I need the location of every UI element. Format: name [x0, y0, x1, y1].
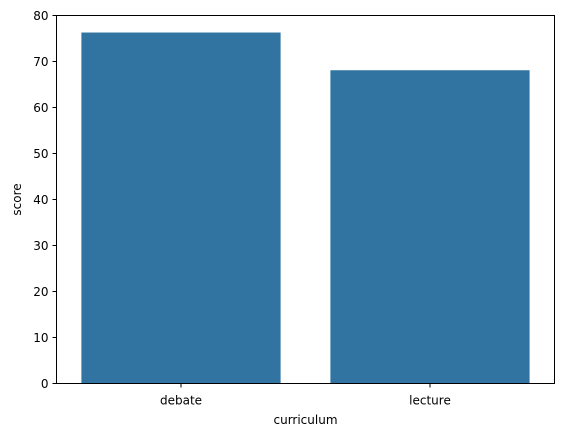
bar-debate	[81, 32, 281, 384]
x-tick-label: lecture	[409, 394, 451, 408]
y-axis-label: score	[10, 183, 24, 215]
y-axis-ticks: 0 10 20 30 40 50 60 70 80	[33, 9, 57, 391]
bar-lecture	[330, 70, 530, 384]
y-tick-label: 30	[33, 239, 48, 253]
y-tick-label: 40	[33, 193, 48, 207]
y-tick-label: 80	[33, 9, 48, 23]
x-axis-ticks: debate lecture	[160, 383, 451, 408]
x-axis-label: curriculum	[273, 413, 337, 427]
plot-frame	[56, 15, 555, 384]
bars-layer	[81, 32, 530, 384]
y-tick-label: 60	[33, 101, 48, 115]
y-tick-label: 50	[33, 147, 48, 161]
y-tick-label: 20	[33, 285, 48, 299]
y-tick-label: 10	[33, 331, 48, 345]
y-tick-label: 70	[33, 55, 48, 69]
x-tick-label: debate	[160, 394, 202, 408]
y-tick-label: 0	[41, 377, 49, 391]
